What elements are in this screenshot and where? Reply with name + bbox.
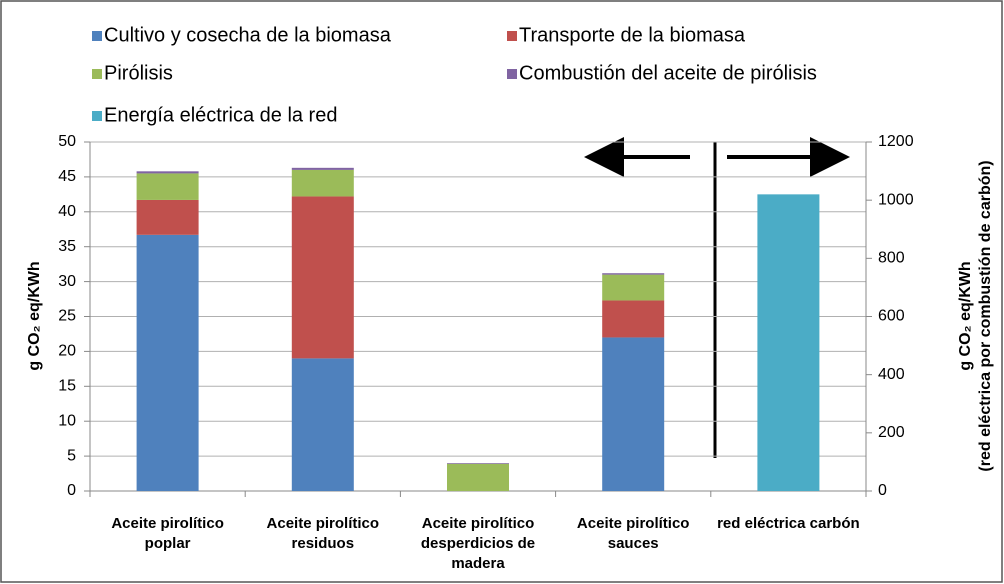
x-tick-label: Aceite pirolítico desperdicios de madera [420,515,536,572]
y-tick-label: 30 [58,273,76,290]
y-tick-label: 5 [67,447,76,464]
legend-swatch [507,69,517,79]
x-tick-label: Aceite pirolítico sauces [576,515,690,552]
legend-swatch [92,111,102,121]
bar-segment [757,194,820,491]
bar-segment [602,337,665,491]
y2-tick-label: 800 [878,250,905,267]
y2-tick-label: 0 [878,482,887,499]
y-axis-label: g CO₂ eq/KWh [26,261,43,370]
y-tick-label: 35 [58,238,76,255]
y2-axis-label: (red eléctrica por combustión de carbón) [977,160,994,471]
legend-label: Transporte de la biomasa [519,24,746,46]
y2-tick-label: 600 [878,308,905,325]
y2-tick-label: 1000 [878,191,914,208]
legend-swatch [92,69,102,79]
legend-swatch [92,31,102,41]
bar-segment [602,274,665,301]
x-tick-label: Aceite pirolítico residuos [266,515,380,552]
y2-tick-label: 400 [878,366,905,383]
x-tick-label: red eléctrica carbón [717,515,860,532]
y-tick-label: 40 [58,203,76,220]
bar-segment [136,173,199,200]
y-tick-label: 45 [58,168,76,185]
bar-segment [291,196,354,359]
bar-segment [136,234,199,492]
bar-segment [291,169,354,197]
legend-label: Cultivo y cosecha de la biomasa [104,24,392,46]
y-tick-label: 0 [67,482,76,499]
x-tick-label: Aceite pirolítico poplar [111,515,224,552]
bar-segment [291,358,354,491]
y-tick-label: 10 [58,412,76,429]
y-tick-label: 50 [58,133,76,150]
bar-segment [447,463,509,464]
bar-segment [602,300,665,338]
legend-swatch [507,31,517,41]
y-tick-label: 25 [58,308,76,325]
y-tick-label: 15 [58,378,76,395]
bar-segment [291,167,354,170]
y2-axis-label: g CO₂ eq/KWh [957,261,974,370]
bar-segment [447,463,509,491]
legend-label: Pirólisis [104,62,173,84]
y-tick-label: 20 [58,343,76,360]
y2-tick-label: 200 [878,424,905,441]
bar-segment [602,273,665,275]
legend-label: Energía eléctrica de la red [104,104,337,126]
bar-segment [136,171,199,174]
legend-label: Combustión del aceite de pirólisis [519,62,817,84]
bar-segment [136,199,199,235]
y2-tick-label: 1200 [878,133,914,150]
